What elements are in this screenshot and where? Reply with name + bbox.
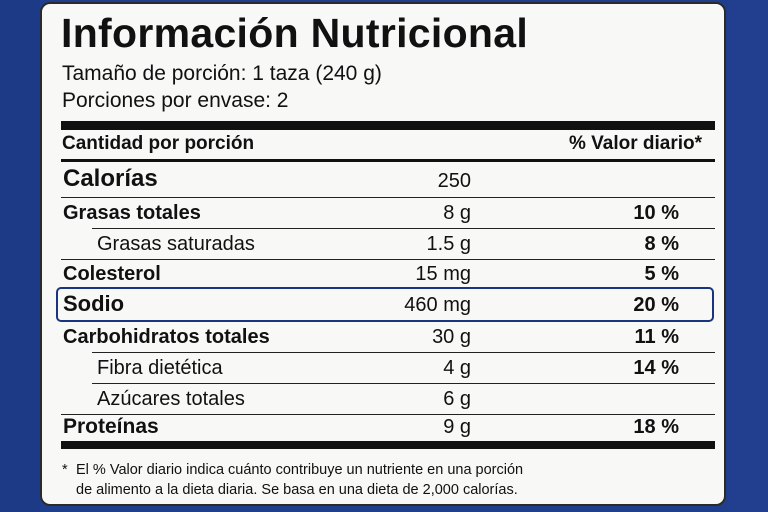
nutrient-daily-value: 14 % [633,357,679,379]
nutrient-amount: 15 mg [415,263,471,285]
footnote-line-1: El % Valor diario indica cuánto contribu… [76,462,524,478]
nutrient-name: Azúcares totales [97,388,245,410]
row-cholesterol: Colesterol 15 mg 5 % [61,259,715,289]
row-total-sugars: Azúcares totales 6 g [61,384,715,414]
footnote-line-2: de alimento a la dieta diaria. Se basa e… [76,482,518,498]
nutrient-daily-value: 18 % [633,416,679,438]
nutrient-name: Sodio [63,291,125,316]
divider-thick-top [61,121,715,130]
nutrient-daily-value: 20 % [633,294,679,316]
row-calories: Calorías 250 [61,165,715,196]
row-sodium: Sodio 460 mg 20 % [61,290,715,320]
footnote-asterisk: * [62,462,68,478]
footnote: * El % Valor diario indica cuánto contrib… [62,460,702,500]
divider-medium [61,159,715,162]
row-divider [92,352,715,353]
serving-size: Tamaño de porción: 1 taza (240 g) [62,62,382,85]
nutrient-name: Grasas totales [63,202,201,224]
nutrient-amount: 9 g [443,416,471,438]
nutrient-name: Colesterol [63,263,161,285]
nutrient-name: Grasas saturadas [97,233,255,255]
background-left [0,0,40,512]
nutrient-amount: 4 g [443,357,471,379]
nutrient-name: Carbohidratos totales [63,326,270,348]
amount-per-serving-header: Cantidad por porción [62,133,255,154]
row-divider [61,414,715,415]
background-right [728,0,768,512]
nutrient-amount: 30 g [432,326,471,348]
nutrient-daily-value: 10 % [633,202,679,224]
daily-value-header: % Valor diario* [568,133,702,154]
row-divider [92,383,715,384]
nutrient-daily-value: 11 % [634,326,679,348]
nutrient-amount: 8 g [443,202,471,224]
nutrient-name: Calorías [63,165,158,192]
nutrition-label: Información Nutricional Tamaño de porció… [40,2,726,506]
row-total-fat: Grasas totales 8 g 10 % [61,198,715,228]
row-protein: Proteínas 9 g 18 % [61,412,715,442]
row-divider [61,197,715,198]
row-total-carbohydrates: Carbohidratos totales 30 g 11 % [61,322,715,352]
row-divider [61,259,715,260]
nutrient-amount: 6 g [443,388,471,410]
label-title: Información Nutricional [61,10,529,56]
row-dietary-fiber: Fibra dietética 4 g 14 % [61,353,715,383]
nutrient-amount: 460 mg [404,294,471,316]
nutrient-name: Fibra dietética [97,357,223,379]
servings-per-container: Porciones por envase: 2 [62,89,289,112]
row-divider [92,228,715,229]
nutrient-daily-value: 8 % [644,233,679,255]
divider-thick-bottom [61,441,715,449]
nutrient-daily-value: 5 % [644,263,679,285]
nutrient-amount: 250 [437,170,471,192]
row-saturated-fat: Grasas saturadas 1.5 g 8 % [61,229,715,259]
nutrient-name: Proteínas [63,415,159,438]
nutrient-amount: 1.5 g [426,233,471,255]
